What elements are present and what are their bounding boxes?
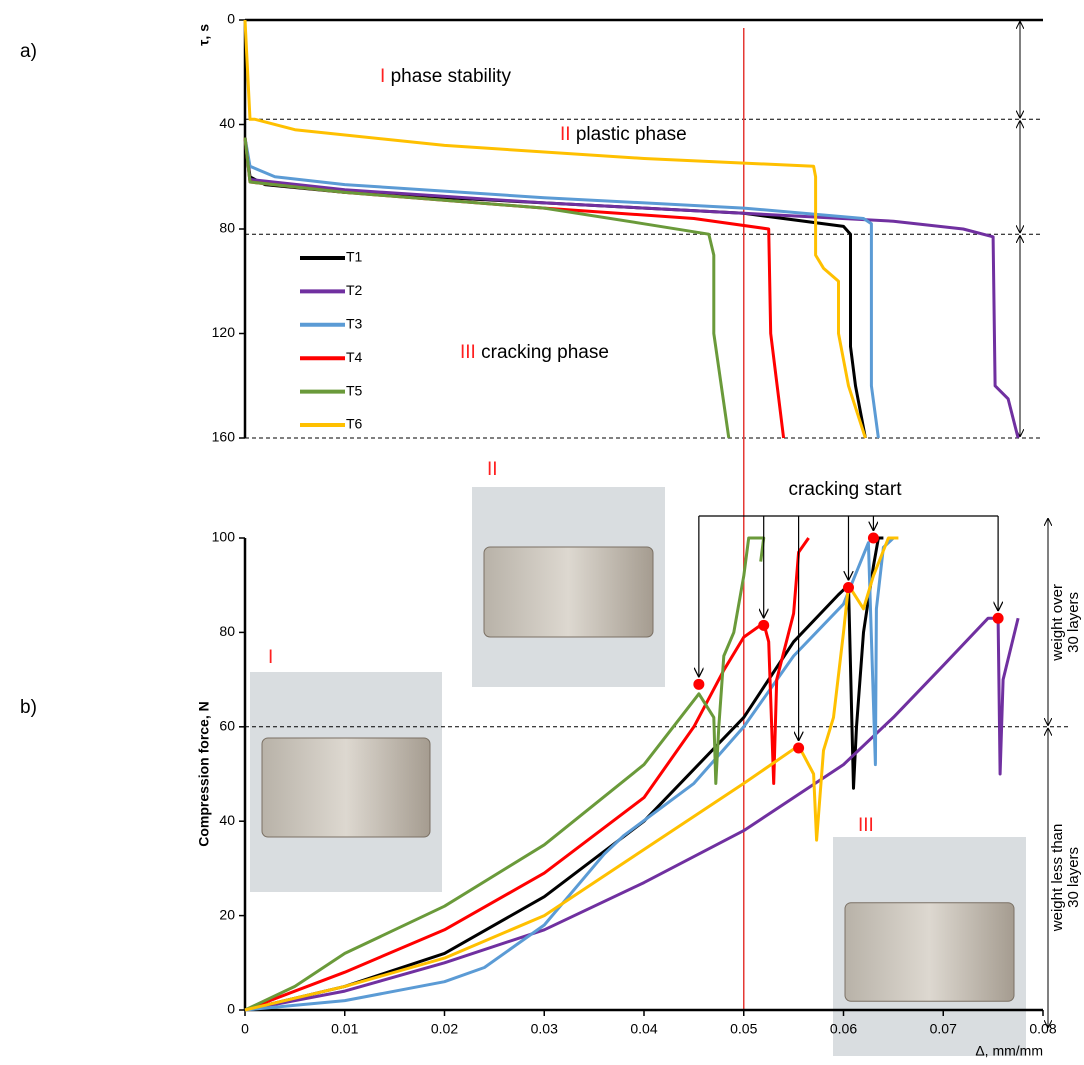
series-line — [244, 536, 899, 1012]
legend-label: T2 — [346, 282, 363, 298]
series-line — [244, 536, 766, 1012]
panel-label: a) — [20, 41, 37, 62]
series-line — [243, 137, 731, 439]
phase-numeral: I — [380, 66, 385, 87]
phase-numeral: III — [460, 342, 476, 363]
zone-label: weight less than — [1049, 824, 1066, 933]
x-tick-label: 0.01 — [331, 1021, 358, 1037]
x-tick-label: 0.05 — [730, 1021, 757, 1037]
y-tick-label: 0 — [227, 11, 235, 27]
x-tick-label: 0.07 — [930, 1021, 957, 1037]
photo-label: I — [268, 647, 273, 668]
series-line — [244, 536, 895, 1012]
x-tick-label: 0.02 — [431, 1021, 458, 1037]
phase-label: III cracking phase — [460, 342, 609, 363]
x-tick-label: 0.04 — [630, 1021, 657, 1037]
phase-label: I phase stability — [380, 66, 511, 87]
phase-label: II plastic phase — [560, 124, 687, 145]
cracking-point — [867, 532, 879, 544]
y-tick-label: 0 — [227, 1001, 235, 1017]
cracking-point — [693, 678, 705, 690]
cracking-point — [758, 619, 770, 631]
phase-text: cracking phase — [481, 342, 609, 363]
x-tick-label: 0 — [241, 1021, 249, 1037]
y-tick-label: 80 — [219, 623, 235, 639]
y-tick-label: 80 — [219, 220, 235, 236]
series-line — [244, 537, 810, 1012]
cracking-point — [793, 742, 805, 754]
phase-text: phase stability — [391, 66, 512, 87]
y-tick-label: 120 — [212, 324, 236, 340]
y-axis-title: τ, s — [196, 24, 212, 46]
x-tick-label: 0.08 — [1029, 1021, 1056, 1037]
legend-label: T5 — [346, 382, 363, 398]
x-axis-title: Δ, mm/mm — [975, 1043, 1043, 1059]
series-line — [243, 19, 867, 439]
y-tick-label: 160 — [212, 429, 236, 445]
annotation: cracking start — [789, 479, 903, 500]
x-tick-label: 0.03 — [531, 1021, 558, 1037]
phase-text: plastic phase — [576, 124, 687, 145]
y-tick-label: 20 — [219, 906, 235, 922]
photo-specimen — [844, 902, 1015, 1002]
y-tick-label: 40 — [219, 115, 235, 131]
legend-label: T4 — [346, 349, 363, 365]
series-line — [243, 137, 1020, 439]
zone-label: 30 layers — [1065, 847, 1082, 908]
legend-label: T3 — [346, 316, 363, 332]
y-tick-label: 40 — [219, 812, 235, 828]
panel-label: b) — [20, 697, 37, 718]
phase-numeral: II — [560, 124, 571, 145]
legend-label: T1 — [346, 249, 363, 265]
photo-specimen — [483, 546, 654, 638]
y-tick-label: 100 — [212, 529, 236, 545]
zone-label: 30 layers — [1065, 592, 1082, 653]
cracking-point — [992, 612, 1004, 624]
series-line — [244, 616, 1020, 1012]
y-tick-label: 60 — [219, 718, 235, 734]
photo-specimen — [261, 737, 431, 838]
series-line — [243, 137, 880, 439]
photo-label: II — [487, 459, 498, 480]
x-tick-label: 0.06 — [830, 1021, 857, 1037]
cracking-point — [842, 582, 854, 594]
zone-label: weight over — [1049, 584, 1066, 662]
photo-label: III — [858, 815, 874, 836]
y-axis-title: Compression force, N — [196, 701, 212, 846]
legend-label: T6 — [346, 416, 363, 432]
